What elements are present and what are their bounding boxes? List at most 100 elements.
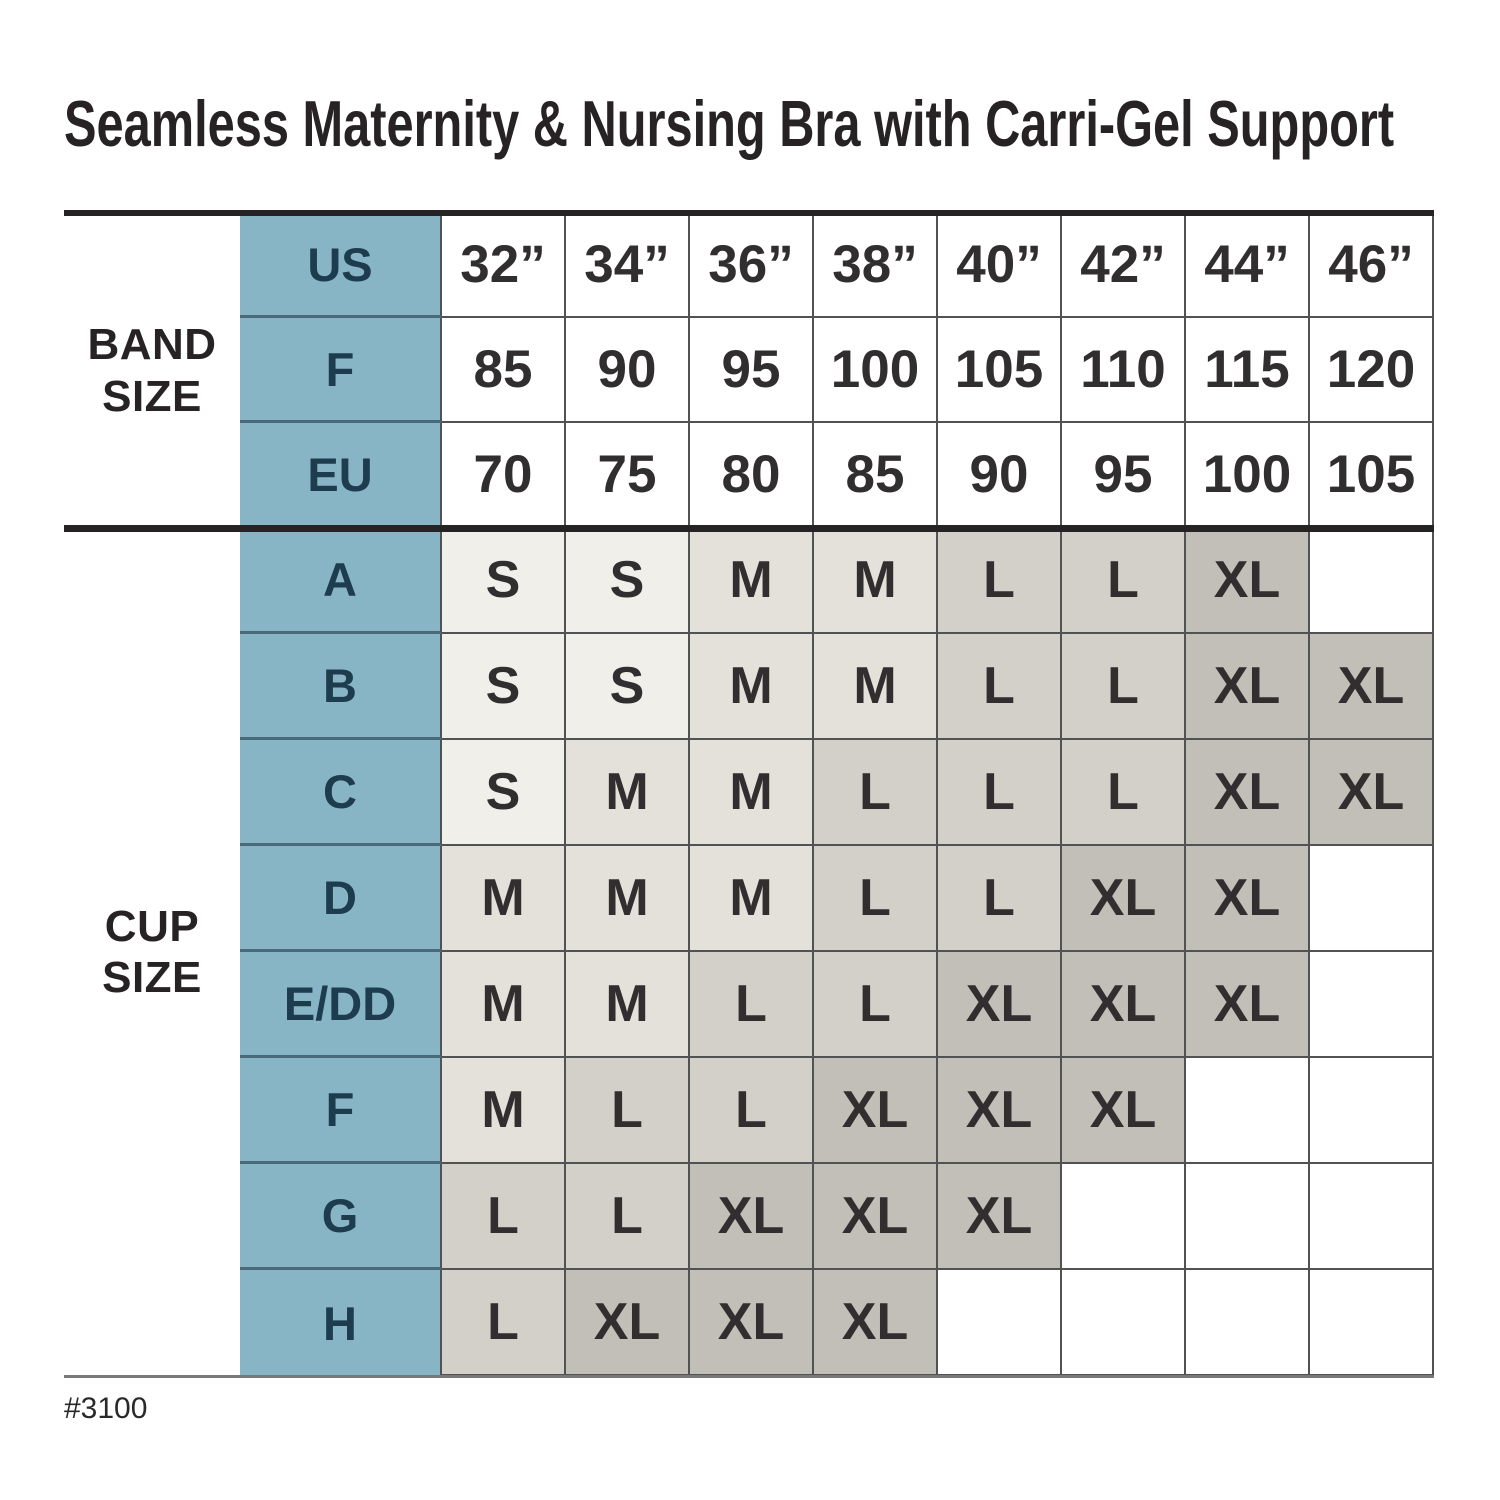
size-cell [1186, 1270, 1310, 1376]
size-cell: M [690, 634, 814, 740]
row-header: C [240, 740, 442, 846]
size-cell: M [442, 1058, 566, 1164]
size-cell: XL [1186, 634, 1310, 740]
size-cell: L [442, 1270, 566, 1376]
size-cell [1062, 1270, 1186, 1376]
row-header: B [240, 634, 442, 740]
size-cell: XL [1310, 634, 1434, 740]
size-cell: XL [938, 952, 1062, 1058]
size-cell [1310, 1164, 1434, 1270]
size-cell: L [938, 634, 1062, 740]
row-header: H [240, 1270, 442, 1376]
size-cell: XL [690, 1164, 814, 1270]
size-cell: M [566, 952, 690, 1058]
size-cell: L [938, 528, 1062, 634]
size-cell: L [566, 1058, 690, 1164]
size-cell: L [938, 846, 1062, 952]
band-cell: 95 [1062, 423, 1186, 528]
size-cell: S [442, 528, 566, 634]
band-cell: 46” [1310, 213, 1434, 318]
row-header: A [240, 528, 442, 634]
size-cell [1310, 1058, 1434, 1164]
row-header: D [240, 846, 442, 952]
size-table: BAND SIZE US 32” 34” 36” 38” 40” 42” 44” 46” F 85 90… [64, 210, 1434, 1378]
size-cell [1310, 528, 1434, 634]
band-cell: 90 [566, 318, 690, 423]
size-cell: L [690, 1058, 814, 1164]
table-top-rule [64, 210, 1434, 216]
size-cell: XL [938, 1164, 1062, 1270]
size-cell [1310, 1270, 1434, 1376]
band-cell: 34” [566, 213, 690, 318]
band-cell: 120 [1310, 318, 1434, 423]
size-cell: XL [1186, 952, 1310, 1058]
size-cell: L [690, 952, 814, 1058]
size-cell: M [690, 528, 814, 634]
band-cell: 32” [442, 213, 566, 318]
size-cell: L [1062, 634, 1186, 740]
band-cell: 42” [1062, 213, 1186, 318]
band-cup-divider-rule [64, 525, 1434, 532]
size-cell: XL [1186, 740, 1310, 846]
band-cell: 95 [690, 318, 814, 423]
size-cell: M [690, 846, 814, 952]
size-cell: XL [566, 1270, 690, 1376]
size-cell: XL [814, 1058, 938, 1164]
row-header: F [240, 318, 442, 423]
size-cell: L [566, 1164, 690, 1270]
size-cell: XL [1062, 846, 1186, 952]
row-header: F [240, 1058, 442, 1164]
size-cell: L [814, 846, 938, 952]
size-cell: S [442, 740, 566, 846]
size-cell: XL [938, 1058, 1062, 1164]
size-cell: L [814, 740, 938, 846]
size-cell [1186, 1164, 1310, 1270]
band-cell: 36” [690, 213, 814, 318]
size-cell: S [566, 528, 690, 634]
page-title: Seamless Maternity & Nursing Bra with Ca… [64, 87, 1395, 160]
size-cell: L [814, 952, 938, 1058]
band-cell: 85 [442, 318, 566, 423]
size-cell: M [442, 846, 566, 952]
row-header: EU [240, 423, 442, 528]
size-cell: L [1062, 740, 1186, 846]
band-cell: 44” [1186, 213, 1310, 318]
size-cell: L [442, 1164, 566, 1270]
size-cell: L [1062, 528, 1186, 634]
size-cell: XL [814, 1270, 938, 1376]
size-cell: XL [690, 1270, 814, 1376]
band-cell: 105 [1310, 423, 1434, 528]
band-cell: 110 [1062, 318, 1186, 423]
size-cell: M [814, 528, 938, 634]
size-cell [1062, 1164, 1186, 1270]
size-cell [1310, 952, 1434, 1058]
row-header: E/DD [240, 952, 442, 1058]
band-cell: 38” [814, 213, 938, 318]
size-cell [938, 1270, 1062, 1376]
row-header: US [240, 213, 442, 318]
row-group-label: BAND SIZE [64, 213, 240, 528]
band-cell: 80 [690, 423, 814, 528]
size-cell: XL [1186, 528, 1310, 634]
size-cell [1186, 1058, 1310, 1164]
band-cell: 100 [814, 318, 938, 423]
size-grid: BAND SIZE US 32” 34” 36” 38” 40” 42” 44” 46” F 85 90… [64, 213, 1434, 1376]
band-cell: 115 [1186, 318, 1310, 423]
size-cell: XL [1062, 952, 1186, 1058]
style-number: #3100 [64, 1392, 148, 1425]
size-cell: M [442, 952, 566, 1058]
band-cell: 90 [938, 423, 1062, 528]
band-cell: 100 [1186, 423, 1310, 528]
table-bottom-rule [64, 1375, 1434, 1378]
size-cell: XL [814, 1164, 938, 1270]
row-group-label: CUP SIZE [64, 528, 240, 1376]
band-cell: 85 [814, 423, 938, 528]
band-cell: 75 [566, 423, 690, 528]
size-cell: XL [1186, 846, 1310, 952]
size-cell: S [566, 634, 690, 740]
size-cell: M [566, 740, 690, 846]
size-cell: XL [1310, 740, 1434, 846]
size-cell: S [442, 634, 566, 740]
band-cell: 70 [442, 423, 566, 528]
